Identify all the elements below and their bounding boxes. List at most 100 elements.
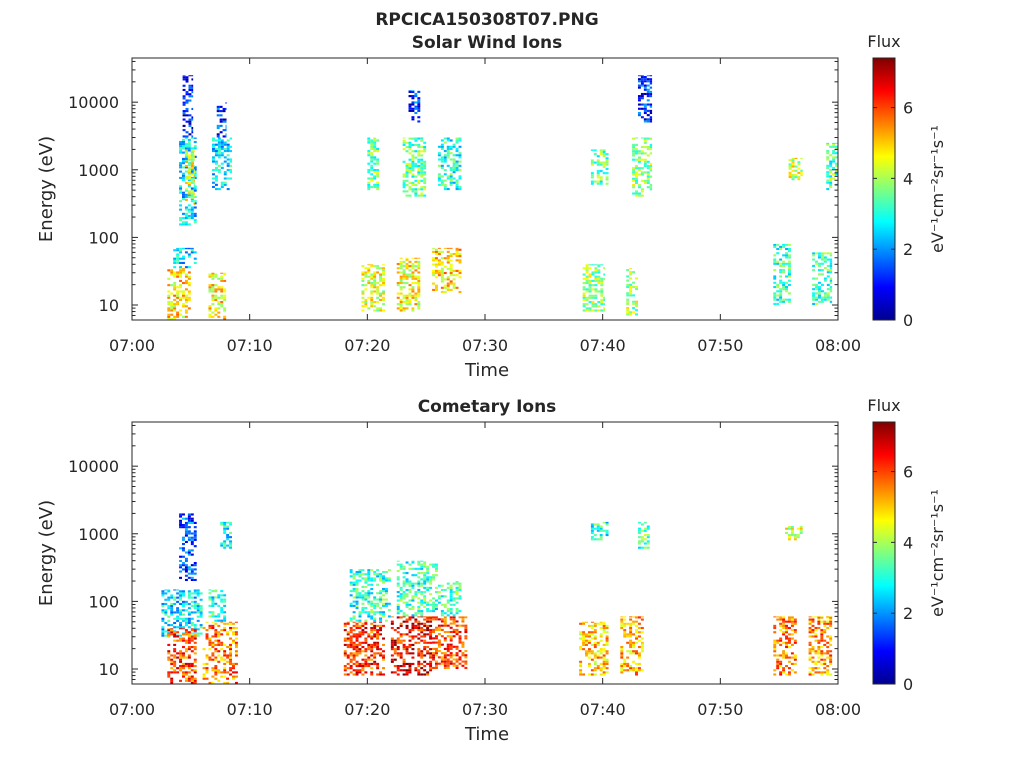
spectrogram-cell <box>626 669 630 672</box>
spectrogram-cell <box>193 187 197 190</box>
spectrogram-cell <box>411 584 415 587</box>
spectrogram-cell <box>414 294 418 297</box>
spectrogram-cell <box>643 542 647 545</box>
spectrogram-cell <box>382 590 385 593</box>
spectrogram-cell <box>202 677 206 680</box>
spectrogram-cell <box>411 143 415 146</box>
spectrogram-cell <box>187 572 191 575</box>
spectrogram-cell <box>776 260 780 263</box>
spectrogram-cell <box>446 149 450 153</box>
spectrogram-cell <box>214 160 218 163</box>
spectrogram-cell <box>458 248 462 251</box>
spectrogram-cell <box>582 277 586 280</box>
spectrogram-cell <box>414 184 418 187</box>
spectrogram-cell <box>352 633 356 636</box>
spectrogram-cell <box>170 611 174 614</box>
spectrogram-cell <box>594 290 598 293</box>
spectrogram-cell <box>373 662 377 665</box>
spectrogram-cell <box>346 637 350 640</box>
spectrogram-cell <box>797 171 801 174</box>
spectrogram-cell <box>826 626 830 630</box>
spectrogram-cell <box>417 607 421 611</box>
spectrogram-cell <box>405 561 409 564</box>
spectrogram-cell <box>458 255 462 258</box>
spectrogram-cell <box>214 590 218 593</box>
spectrogram-cell <box>384 598 388 601</box>
spectrogram-cell <box>437 639 441 642</box>
spectrogram-cell <box>637 540 641 543</box>
spectrogram-cell <box>187 217 191 220</box>
spectrogram-cell <box>449 610 453 613</box>
spectrogram-cell <box>379 617 383 620</box>
spectrogram-cell <box>443 173 447 176</box>
spectrogram-cell <box>817 616 821 619</box>
spectrogram-cell <box>167 628 171 630</box>
spectrogram-cell <box>429 578 433 581</box>
spectrogram-cell <box>220 641 224 644</box>
spectrogram-cell <box>594 277 598 280</box>
spectrogram-cell <box>773 275 777 278</box>
spectrogram-cell <box>396 667 400 670</box>
spectrogram-cell <box>785 243 788 246</box>
spectrogram-cell <box>434 616 438 619</box>
spectrogram-cell <box>191 118 194 121</box>
spectrogram-cell <box>635 158 638 161</box>
spectrogram-cell <box>417 275 421 278</box>
spectrogram-cell <box>432 666 435 669</box>
spectrogram-cell <box>637 645 641 649</box>
spectrogram-cell <box>605 161 609 164</box>
spectrogram-cell <box>223 523 227 526</box>
spectrogram-cell <box>220 544 224 547</box>
spectrogram-cell <box>649 78 653 81</box>
spectrogram-cell <box>773 669 777 672</box>
spectrogram-cell <box>420 616 424 618</box>
spectrogram-cell <box>176 671 180 674</box>
spectrogram-cell <box>211 303 215 306</box>
spectrogram-cell <box>643 120 647 123</box>
spectrogram-cell <box>590 527 594 530</box>
spectrogram-cell <box>440 610 444 613</box>
spectrogram-cell <box>208 639 212 642</box>
spectrogram-cell <box>640 75 644 77</box>
spectrogram-cell <box>179 576 183 579</box>
spectrogram-cell <box>420 186 424 189</box>
spectrogram-cell <box>437 643 441 646</box>
spectrogram-cell <box>229 621 233 623</box>
spectrogram-cell <box>790 652 794 655</box>
spectrogram-cell <box>399 654 403 657</box>
spectrogram-cell <box>582 294 586 297</box>
spectrogram-cell <box>787 292 791 295</box>
spectrogram-cell <box>423 618 427 621</box>
spectrogram-cell <box>794 169 798 172</box>
spectrogram-cell <box>414 567 418 570</box>
spectrogram-cell <box>193 590 197 593</box>
spectrogram-cell <box>161 630 165 633</box>
spectrogram-cell <box>782 260 786 263</box>
spectrogram-cell <box>811 635 815 638</box>
spectrogram-cell <box>193 169 195 172</box>
spectrogram-cell <box>190 168 194 171</box>
spectrogram-cell <box>643 105 647 108</box>
spectrogram-cell <box>593 656 597 659</box>
spectrogram-cell <box>434 637 438 640</box>
spectrogram-cell <box>443 247 447 249</box>
spectrogram-cell <box>417 150 421 153</box>
spectrogram-cell <box>184 298 188 301</box>
spectrogram-cell <box>187 290 191 293</box>
spectrogram-cell <box>222 118 226 121</box>
spectrogram-cell <box>220 288 224 291</box>
spectrogram-cell <box>817 616 821 618</box>
spectrogram-cell <box>370 277 374 280</box>
spectrogram-cell <box>402 595 406 598</box>
spectrogram-cell <box>182 564 185 567</box>
spectrogram-cell <box>417 101 421 104</box>
spectrogram-cell <box>414 139 418 142</box>
spectrogram-cell <box>182 619 185 622</box>
spectrogram-cell <box>602 153 606 156</box>
spectrogram-cell <box>787 527 791 530</box>
spectrogram-cell <box>434 654 438 657</box>
spectrogram-cell <box>432 259 435 262</box>
spectrogram-cell <box>417 97 421 100</box>
spectrogram-cell <box>832 152 836 155</box>
spectrogram-cell <box>432 578 435 581</box>
